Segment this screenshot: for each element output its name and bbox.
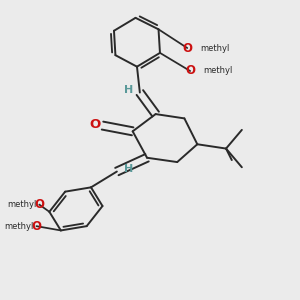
Text: H: H	[124, 85, 133, 95]
Text: O: O	[182, 41, 192, 55]
Text: H: H	[124, 164, 133, 174]
Text: O: O	[185, 64, 195, 77]
Text: O: O	[90, 118, 101, 130]
Text: methyl: methyl	[200, 44, 230, 52]
Text: methyl: methyl	[7, 200, 36, 209]
Text: methyl: methyl	[203, 67, 232, 76]
Text: methyl: methyl	[4, 222, 34, 231]
Text: O: O	[32, 220, 41, 232]
Text: O: O	[34, 198, 44, 211]
